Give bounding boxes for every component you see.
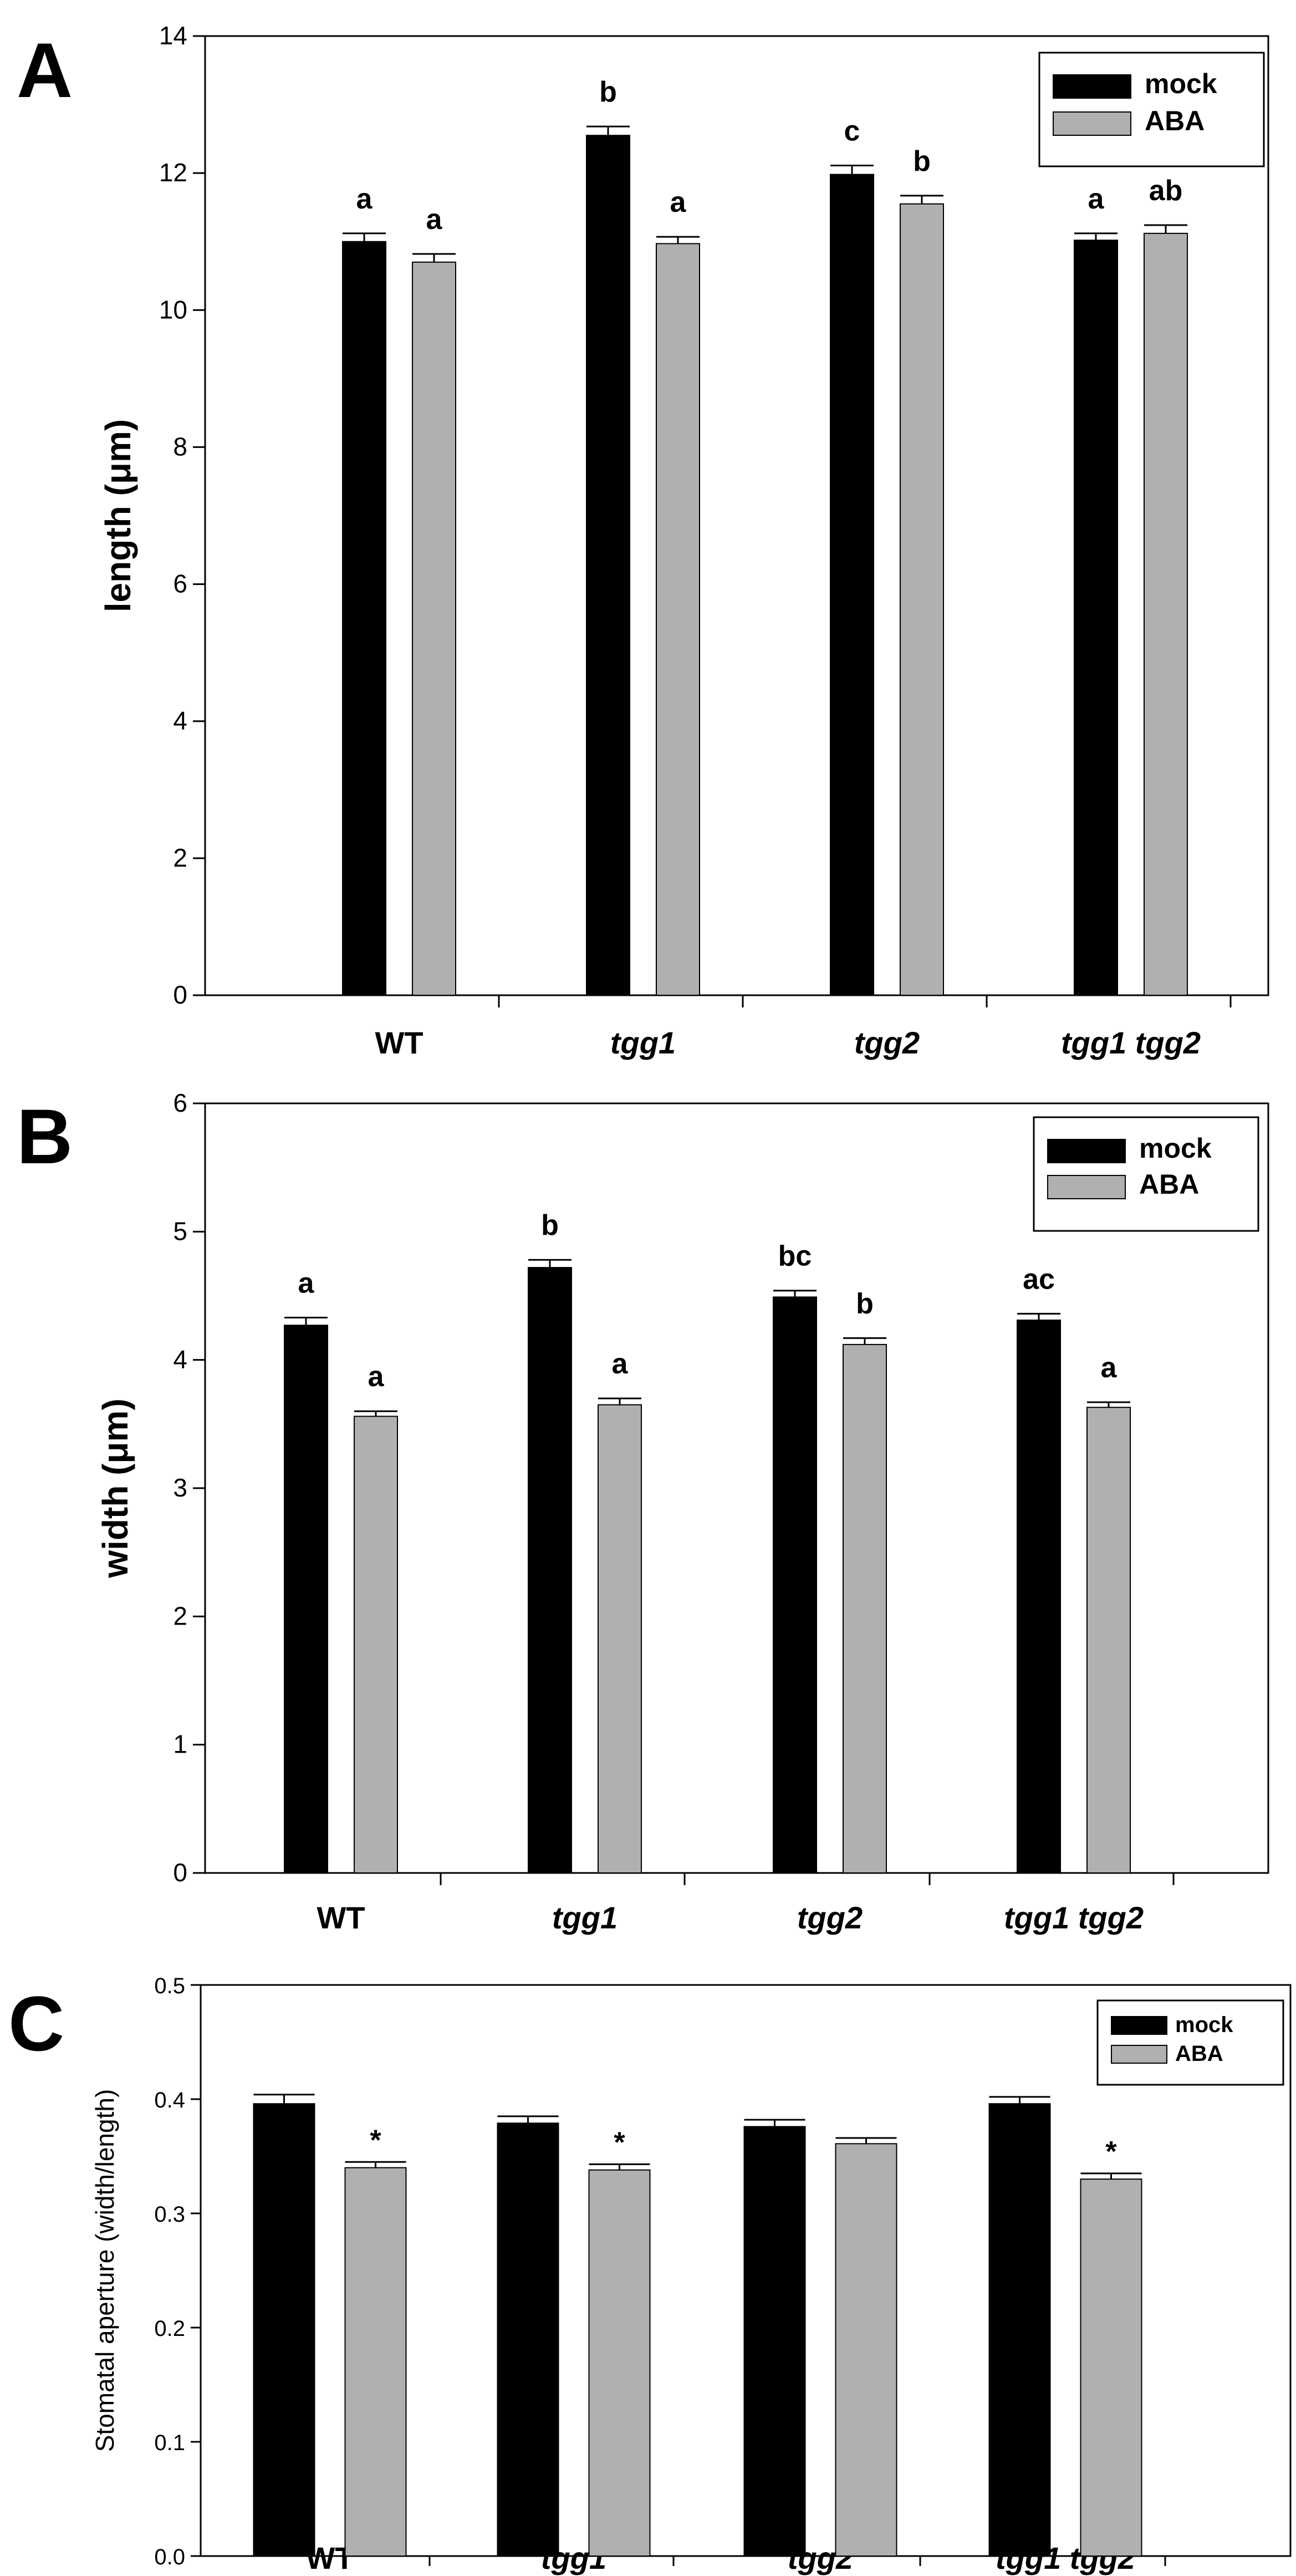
- bar-aba: [1080, 2178, 1142, 2557]
- significance-label: a: [356, 183, 373, 215]
- plot-frame: [204, 35, 1269, 996]
- category-label: tgg1: [610, 1025, 676, 1060]
- significance-label: *: [614, 2126, 625, 2158]
- legend-box: [1096, 1999, 1284, 2086]
- bar-mock: [830, 174, 874, 996]
- panel-label: A: [17, 27, 73, 114]
- significance-label: ab: [1149, 175, 1183, 207]
- bar-aba: [843, 1343, 887, 1874]
- legend-swatch-aba: [1053, 111, 1131, 136]
- significance-label: a: [426, 203, 443, 236]
- y-axis-label: Stomatal aperture (width/length): [90, 2089, 119, 2452]
- y-tick-label: 0.1: [154, 2431, 185, 2455]
- y-tick-label: 2: [173, 1601, 187, 1630]
- bar-mock: [528, 1267, 572, 1874]
- legend-label: ABA: [1145, 105, 1205, 136]
- y-tick-label: 12: [159, 158, 187, 187]
- bar-aba: [588, 2169, 651, 2557]
- significance-label: b: [599, 76, 617, 108]
- y-tick-label: 0: [173, 1858, 187, 1887]
- y-axis-label: length (μm): [98, 419, 138, 612]
- y-tick-label: 3: [173, 1473, 187, 1502]
- legend-box: [1033, 1116, 1259, 1232]
- y-tick-label: 10: [159, 295, 187, 324]
- y-tick-label: 14: [159, 21, 187, 50]
- significance-label: b: [856, 1287, 874, 1320]
- legend-label: mock: [1139, 1133, 1212, 1164]
- bar-aba: [344, 2167, 407, 2557]
- y-tick-label: 5: [173, 1216, 187, 1245]
- bar-mock: [1074, 240, 1118, 996]
- bar-aba: [412, 261, 456, 996]
- panel-label: C: [8, 1980, 64, 2067]
- y-tick-label: 8: [173, 432, 187, 461]
- y-tick-label: 0.3: [154, 2202, 185, 2227]
- panel-b: B 0 1 2 3 4 5 6 width (μm) WT tgg1 tgg2 tgg1 tgg2 a b b…: [17, 1088, 1269, 1935]
- significance-label: b: [541, 1209, 559, 1241]
- y-tick-label: 4: [173, 706, 187, 735]
- category-label: WT: [375, 1025, 423, 1060]
- significance-label: a: [612, 1348, 629, 1380]
- y-tick-label: 0: [173, 980, 187, 1009]
- category-label: tgg2: [854, 1025, 920, 1060]
- y-tick-label: 6: [173, 1088, 187, 1117]
- y-tick-label: 1: [173, 1730, 187, 1759]
- panel-label: B: [17, 1093, 73, 1180]
- significance-label: a: [368, 1361, 385, 1393]
- bar-mock: [743, 2126, 806, 2557]
- y-tick-label: 4: [173, 1345, 187, 1374]
- significance-label: a: [298, 1267, 315, 1299]
- legend-box: [1038, 52, 1265, 167]
- significance-label: *: [370, 2124, 381, 2156]
- bar-mock: [586, 135, 630, 996]
- legend-label: ABA: [1175, 2042, 1223, 2066]
- legend-label: mock: [1175, 2013, 1233, 2037]
- y-tick-label: 0.5: [154, 1974, 185, 1998]
- category-label: WT: [317, 1900, 365, 1935]
- significance-label: bc: [778, 1240, 812, 1272]
- significance-label: c: [844, 115, 860, 147]
- legend-swatch-mock: [1047, 1139, 1126, 1163]
- bar-mock: [988, 2103, 1051, 2557]
- legend-swatch-mock: [1053, 74, 1131, 99]
- panel-c: C 0.0 0.1 0.2 0.3 0.4 0.5 Stomatal aperture (wi…: [8, 1974, 1292, 2575]
- bar-mock: [342, 241, 386, 996]
- significance-label: a: [1088, 183, 1105, 215]
- significance-label: a: [670, 186, 687, 218]
- bar-aba: [835, 2143, 897, 2557]
- legend-swatch-aba: [1111, 2045, 1167, 2064]
- legend-swatch-mock: [1111, 2016, 1167, 2035]
- bar-aba: [1086, 1407, 1131, 1874]
- category-label: tgg1 tgg2: [1061, 1025, 1201, 1060]
- bar-mock: [497, 2122, 559, 2557]
- bar-mock: [284, 1325, 328, 1874]
- bar-aba: [1144, 232, 1188, 996]
- bar-aba: [598, 1404, 642, 1874]
- bar-mock: [1017, 1319, 1061, 1874]
- bar-aba: [900, 203, 944, 996]
- legend-swatch-aba: [1047, 1175, 1126, 1199]
- significance-label: ac: [1023, 1263, 1055, 1295]
- legend-label: mock: [1145, 68, 1217, 99]
- y-tick-label: 2: [173, 843, 187, 872]
- significance-label: b: [913, 145, 931, 177]
- bar-aba: [354, 1416, 398, 1874]
- y-tick-label: 0.4: [154, 2088, 185, 2112]
- bar-mock: [773, 1296, 817, 1874]
- significance-label: a: [1101, 1352, 1118, 1384]
- bar-aba: [656, 243, 700, 996]
- category-label: tgg2: [797, 1900, 863, 1935]
- panel-a: A 0 2 4 6 8 10 12 14 length (μm) WT tgg1 tgg2 tgg1 tg…: [17, 21, 1269, 1060]
- significance-label: *: [1105, 2136, 1117, 2168]
- category-label: tgg1: [552, 1900, 618, 1935]
- y-tick-label: 0.2: [154, 2317, 185, 2341]
- bar-mock: [253, 2103, 315, 2557]
- y-axis-label: width (μm): [95, 1398, 135, 1579]
- legend-label: ABA: [1139, 1169, 1199, 1200]
- category-label: tgg1 tgg2: [1004, 1900, 1144, 1935]
- y-tick-label: 6: [173, 569, 187, 598]
- y-tick-label: 0.0: [154, 2545, 185, 2569]
